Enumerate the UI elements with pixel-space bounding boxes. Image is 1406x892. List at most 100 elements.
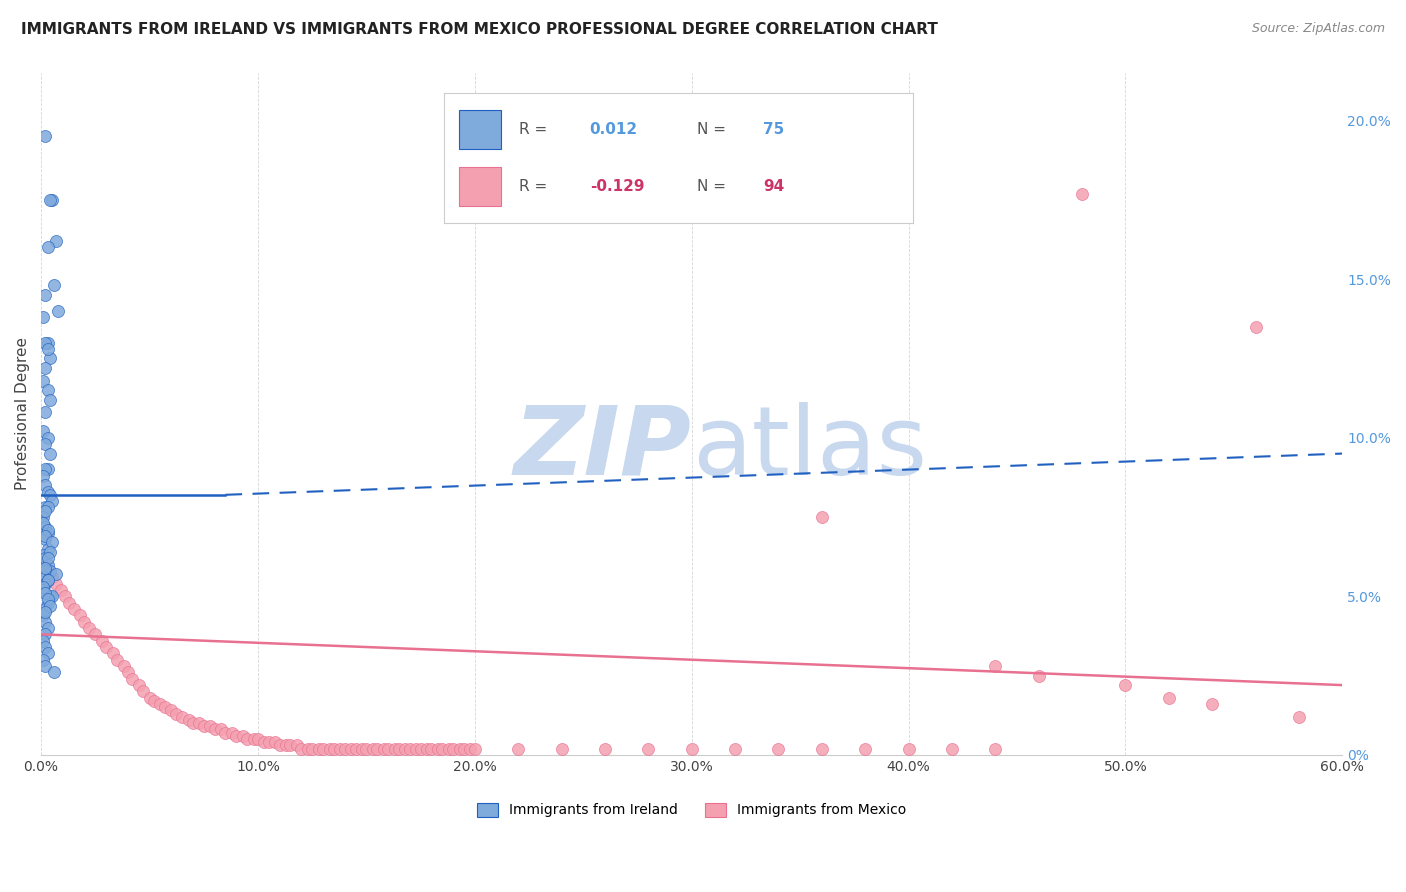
Point: [1028, 668, 1050, 682]
Point: [984, 659, 1007, 673]
Point: [1157, 690, 1180, 705]
Point: [290, 741, 312, 756]
Point: [637, 741, 659, 756]
Point: [366, 741, 388, 756]
Point: [329, 741, 352, 756]
Point: [32, 510, 55, 524]
Point: [308, 741, 330, 756]
Point: [280, 739, 302, 753]
Point: [32, 608, 55, 623]
Point: [37, 574, 59, 588]
Point: [32, 633, 55, 648]
Point: [37, 592, 59, 607]
Point: [160, 703, 183, 717]
Point: [34, 405, 56, 419]
Point: [34, 288, 56, 302]
Point: [188, 716, 211, 731]
Point: [121, 672, 143, 686]
Point: [42, 278, 65, 293]
Point: [37, 500, 59, 515]
Point: [416, 741, 439, 756]
Point: [1288, 710, 1310, 724]
Point: [41, 193, 63, 207]
Point: [34, 532, 56, 546]
Point: [352, 741, 374, 756]
Point: [58, 596, 80, 610]
Point: [593, 741, 616, 756]
Point: [34, 360, 56, 375]
Point: [1114, 678, 1136, 692]
Point: [34, 478, 56, 492]
Point: [941, 741, 963, 756]
Point: [32, 374, 55, 388]
Point: [37, 431, 59, 445]
Point: [768, 741, 790, 756]
Point: [37, 484, 59, 499]
Point: [170, 710, 193, 724]
Point: [38, 599, 60, 613]
Point: [214, 725, 236, 739]
Point: [193, 719, 215, 733]
Point: [297, 741, 319, 756]
Point: [105, 653, 128, 667]
Point: [34, 564, 56, 578]
Point: [394, 741, 416, 756]
Text: Source: ZipAtlas.com: Source: ZipAtlas.com: [1251, 22, 1385, 36]
Point: [153, 700, 176, 714]
Point: [34, 519, 56, 533]
Point: [236, 731, 259, 746]
Point: [312, 741, 335, 756]
Point: [37, 621, 59, 635]
Point: [340, 741, 363, 756]
Point: [269, 739, 291, 753]
Point: [34, 615, 56, 629]
Point: [32, 516, 55, 531]
Point: [42, 665, 65, 680]
Point: [810, 510, 832, 524]
Point: [128, 678, 150, 692]
Point: [37, 574, 59, 588]
Point: [246, 731, 269, 746]
Point: [453, 741, 475, 756]
Point: [432, 741, 454, 756]
Point: [34, 335, 56, 350]
Point: [77, 621, 100, 635]
Point: [984, 741, 1007, 756]
Point: [34, 576, 56, 591]
Point: [101, 646, 124, 660]
Point: [209, 723, 232, 737]
Point: [437, 741, 460, 756]
Point: [377, 741, 399, 756]
Point: [37, 523, 59, 537]
Point: [34, 503, 56, 517]
Point: [84, 627, 107, 641]
Point: [73, 615, 96, 629]
Point: [398, 741, 420, 756]
Point: [142, 694, 165, 708]
Point: [38, 564, 60, 578]
Point: [34, 586, 56, 600]
Point: [34, 529, 56, 543]
Point: [426, 741, 449, 756]
Point: [34, 627, 56, 641]
Point: [177, 713, 200, 727]
Point: [149, 697, 172, 711]
Point: [344, 741, 367, 756]
Point: [724, 741, 747, 756]
Point: [34, 462, 56, 476]
Point: [34, 129, 56, 144]
Point: [48, 303, 70, 318]
Point: [322, 741, 344, 756]
Point: [34, 500, 56, 515]
Point: [32, 653, 55, 667]
Point: [32, 548, 55, 562]
Point: [37, 462, 59, 476]
Point: [165, 706, 187, 721]
Point: [200, 719, 222, 733]
Point: [37, 335, 59, 350]
Point: [112, 659, 135, 673]
Point: [34, 560, 56, 574]
Point: [264, 735, 287, 749]
Point: [550, 741, 572, 756]
Point: [45, 234, 67, 248]
